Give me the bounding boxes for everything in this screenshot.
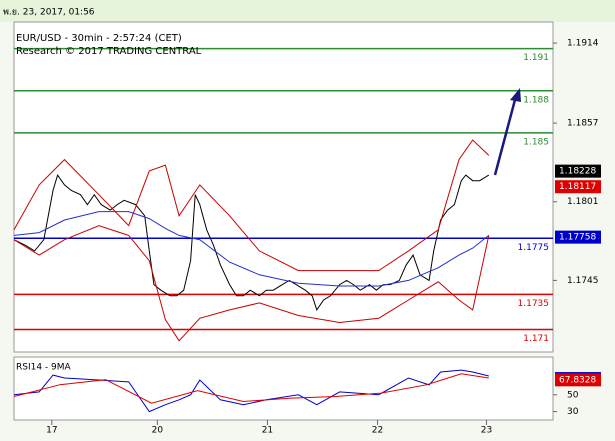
price-tag xyxy=(555,164,601,178)
x-tick-label: 20 xyxy=(152,426,164,436)
price-tag xyxy=(555,230,601,244)
arrow-head xyxy=(510,88,521,102)
y-tick-label: 1.1914 xyxy=(567,39,599,49)
main-panel xyxy=(13,21,554,353)
x-tick-label: 17 xyxy=(46,426,57,436)
rsi-panel xyxy=(13,356,554,421)
y-tick-label: 1.1745 xyxy=(567,276,599,286)
price-tag xyxy=(555,180,601,194)
price-tag-label: 1.18117 xyxy=(559,182,596,192)
level-label: 1.1775 xyxy=(518,243,550,253)
level-label: 1.191 xyxy=(523,53,549,63)
level-label: 1.1735 xyxy=(518,299,550,309)
level-label: 1.188 xyxy=(523,95,549,105)
series-line xyxy=(13,369,489,413)
x-tick-label: 23 xyxy=(481,426,492,436)
x-tick-label: 22 xyxy=(372,426,383,436)
y-tick-label: 50 xyxy=(567,390,579,400)
x-tick-label: 21 xyxy=(262,426,273,436)
series-line xyxy=(13,139,490,272)
chart-title: EUR/USD - 30min - 2:57:24 (CET) xyxy=(16,33,182,44)
price-tag xyxy=(555,373,601,387)
series-line xyxy=(13,373,489,404)
price-tag-label: 1.18228 xyxy=(559,167,596,177)
level-label: 1.171 xyxy=(523,334,549,344)
y-tick-label: 1.1857 xyxy=(567,119,599,129)
header-bar xyxy=(0,0,615,22)
price-tag-label: 67.8328 xyxy=(559,375,596,385)
chart-subtitle: Research © 2017 TRADING CENTRAL xyxy=(16,46,202,57)
series-line xyxy=(13,211,490,287)
y-tick-label: 1.1801 xyxy=(567,197,599,207)
y-tick-label: 30 xyxy=(567,407,579,417)
series-line xyxy=(13,225,490,342)
level-label: 1.185 xyxy=(523,137,549,147)
timestamp: พ.ย. 23, 2017, 01:56 xyxy=(3,8,95,18)
series-line xyxy=(13,173,490,312)
rsi-title: RSI14 - 9MA xyxy=(16,363,72,373)
arrow xyxy=(493,95,518,176)
price-tag-label: 1.17758 xyxy=(559,233,596,243)
